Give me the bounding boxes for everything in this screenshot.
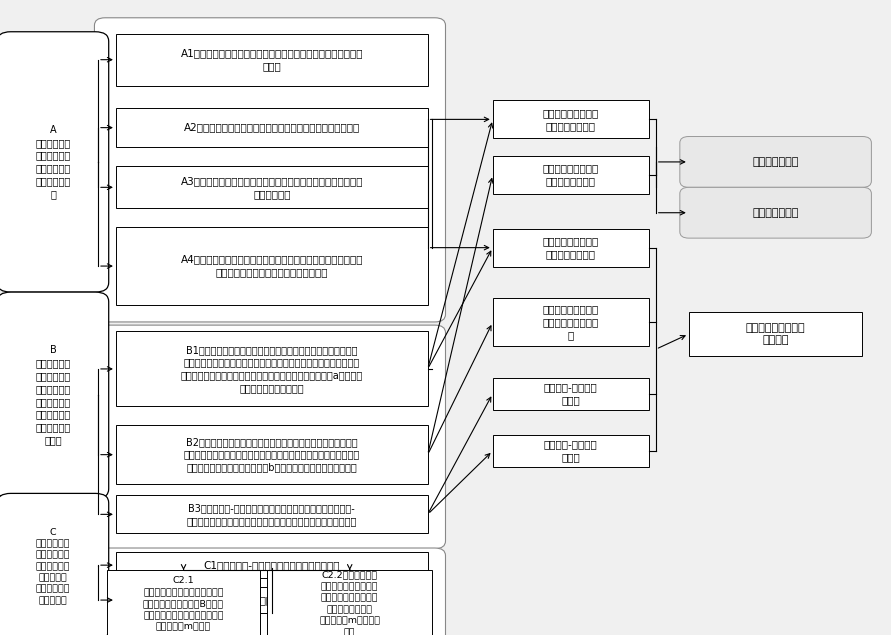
FancyBboxPatch shape	[680, 137, 871, 187]
Bar	[107, 570, 260, 635]
Text: 添加标签操作映射为
概念格中添加属性: 添加标签操作映射为 概念格中添加属性	[543, 163, 599, 186]
FancyBboxPatch shape	[0, 493, 109, 635]
Bar	[116, 331, 428, 406]
Text: 删除文件-标签关系
的操作: 删除文件-标签关系 的操作	[544, 439, 598, 462]
Text: A2：以文件名作为对象，以标签作为属性，并创建形式背景；: A2：以文件名作为对象，以标签作为属性，并创建形式背景；	[184, 123, 360, 133]
Text: C2：将文件系统概念格中按内涵集合大小分层；: C2：将文件系统概念格中按内涵集合大小分层；	[202, 595, 341, 605]
Text: 删除一个标签操作映
射为概念格中删除属
性: 删除一个标签操作映 射为概念格中删除属 性	[543, 304, 599, 340]
Text: C2.2：将每层中的
各个节点的对象集与其
子节点的对象集求差集
，并将差集中的每
个对象作为m的叶子节
点；: C2.2：将每层中的 各个节点的对象集与其 子节点的对象集求差集 ，并将差集中的…	[319, 571, 380, 635]
Text: C1：根据文件-标签关系得到文件系统概念格；: C1：根据文件-标签关系得到文件系统概念格；	[203, 560, 340, 570]
Bar	[116, 425, 428, 484]
Bar	[493, 100, 649, 138]
Bar	[493, 378, 649, 410]
Bar	[267, 570, 432, 635]
Text: C
实现通过多条
路径对某一文
件的访问，避
免了树形目
录结构方式下
的多级回溯: C 实现通过多条 路径对某一文 件的访问，避 免了树形目 录结构方式下 的多级回…	[36, 528, 70, 605]
Text: 寻找直接父概念: 寻找直接父概念	[752, 157, 799, 167]
Text: A3：采用形式概念分析的技术构建文件系统概念格，实现文件系
统的形式化；: A3：采用形式概念分析的技术构建文件系统概念格，实现文件系 统的形式化；	[181, 176, 363, 199]
Text: B
将文件操作（
新建、删除、
属性修改等）
映射为概念格
的操作，实现
目录结构的动
态变化: B 将文件操作（ 新建、删除、 属性修改等） 映射为概念格 的操作，实现 目录结…	[36, 345, 70, 445]
Text: B1：将文件操作向概念格操作映射，添加文件对应在概念格中添
加对象和其对应的属性集合，即向概念格中添加，实现概念格的渐进
式构造；删除文件对应的操作映射为概念格: B1：将文件操作向概念格操作映射，添加文件对应在概念格中添 加对象和其对应的属性…	[181, 345, 363, 393]
Text: 判断一个概念是否为
关键概念: 判断一个概念是否为 关键概念	[746, 323, 805, 345]
FancyBboxPatch shape	[0, 292, 109, 498]
Bar	[493, 298, 649, 346]
FancyBboxPatch shape	[94, 18, 446, 322]
Bar	[116, 108, 428, 147]
Text: 添加文件-标签关系
的操作: 添加文件-标签关系 的操作	[544, 382, 598, 405]
Text: C2.1
将每层中的各个节点的属性集与
其父节点属性集求差集B，并将
差集中的属性元素作为树形化路
径上当前层m的节点: C2.1 将每层中的各个节点的属性集与 其父节点属性集求差集B，并将 差集中的属…	[143, 577, 225, 631]
Bar	[493, 229, 649, 267]
FancyBboxPatch shape	[94, 548, 446, 635]
Bar	[493, 435, 649, 467]
Bar	[689, 312, 862, 356]
Bar	[116, 495, 428, 533]
Bar	[116, 166, 428, 208]
Text: A4：基于文件系统概念格对文件及其标签的结构进行分析和呈现
，揭示标签之间的层级关系与关联关系。: A4：基于文件系统概念格对文件及其标签的结构进行分析和呈现 ，揭示标签之间的层级…	[181, 255, 363, 277]
Bar	[493, 156, 649, 194]
Text: B3：更新文件-标签关系操作对应在概念格中添加或删除对象-
属性关系，即在概念格中对象拥有属性，实现对进行的更新操作。: B3：更新文件-标签关系操作对应在概念格中添加或删除对象- 属性关系，即在概念格…	[186, 503, 357, 526]
FancyBboxPatch shape	[0, 32, 109, 292]
Text: 寻找直接子概念: 寻找直接子概念	[752, 208, 799, 218]
Bar	[116, 587, 428, 613]
Text: B2：添加标签操作对应在概念格中添加属性及其对应的属性集合
，即向概念格中添加，实现概念格的渐进式构造；删除标签对应的操
作映射为概念格中删除一个属性b的方法，: B2：添加标签操作对应在概念格中添加属性及其对应的属性集合 ，即向概念格中添加，…	[184, 437, 360, 472]
Text: A1：摒弃传统树形目录结构中文件夹的概念，对文件进行贴标签
操作；: A1：摒弃传统树形目录结构中文件夹的概念，对文件进行贴标签 操作；	[181, 48, 363, 71]
Text: 删除文件操作映射为
概念格中删除对象: 删除文件操作映射为 概念格中删除对象	[543, 236, 599, 259]
Bar	[116, 34, 428, 86]
Text: 添加文件操作映射为
概念格中添加对象: 添加文件操作映射为 概念格中添加对象	[543, 108, 599, 131]
FancyBboxPatch shape	[680, 187, 871, 238]
FancyBboxPatch shape	[94, 325, 446, 549]
Bar	[116, 227, 428, 305]
Bar	[116, 552, 428, 578]
Text: A
将传统文件系
统树形目录结
构改造为基于
概念的格形结
构: A 将传统文件系 统树形目录结 构改造为基于 概念的格形结 构	[36, 125, 70, 199]
